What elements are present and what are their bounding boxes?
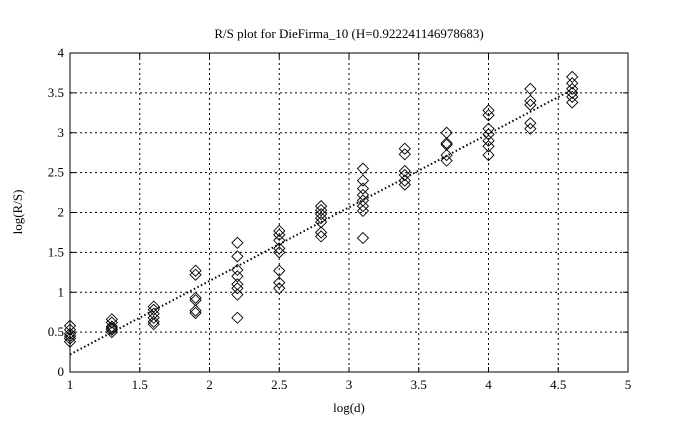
x-tick-label: 3.5 (411, 377, 427, 392)
data-point (231, 288, 244, 301)
data-point (231, 236, 244, 249)
data-point (105, 322, 118, 335)
data-point (147, 315, 160, 328)
data-point (356, 199, 370, 213)
data-point (398, 142, 411, 155)
data-point (314, 207, 328, 221)
x-tick-label: 5 (625, 377, 632, 392)
fit-line-group (69, 88, 573, 356)
data-point (231, 282, 244, 295)
data-point (524, 82, 537, 96)
y-tick-label: 0.5 (48, 324, 64, 339)
data-point (398, 148, 411, 161)
data-point (231, 250, 244, 263)
data-point (524, 98, 537, 111)
data-point (566, 90, 579, 103)
data-point (105, 325, 118, 339)
data-point (314, 215, 328, 229)
data-point (314, 199, 328, 213)
data-point (482, 140, 495, 153)
grid (70, 53, 628, 372)
y-tick-label: 2.5 (48, 165, 64, 180)
x-tick-label: 2.5 (271, 377, 287, 392)
data-point (398, 178, 411, 191)
data-point (63, 332, 77, 345)
data-point (482, 134, 495, 147)
data-point (356, 231, 370, 245)
y-tick-label: 1.5 (48, 244, 64, 259)
data-point (63, 335, 77, 348)
x-tick-label: 1 (67, 377, 74, 392)
data-point (189, 291, 202, 304)
data-point (273, 282, 286, 295)
y-tick-label: 3 (58, 125, 65, 140)
x-tick-label: 4.5 (550, 377, 566, 392)
data-point (147, 311, 160, 324)
data-point (356, 174, 370, 187)
x-tick-label: 3 (346, 377, 353, 392)
data-points (63, 70, 579, 348)
data-point (273, 234, 286, 247)
x-tick-label: 2 (206, 377, 213, 392)
data-point (356, 182, 370, 195)
data-point (189, 304, 202, 317)
data-point (231, 311, 244, 324)
data-point (398, 174, 411, 187)
data-point (314, 211, 328, 225)
y-tick-label: 2 (58, 205, 65, 220)
data-point (356, 162, 370, 175)
data-point (231, 270, 244, 283)
data-point (566, 82, 579, 96)
y-tick-label: 3.5 (48, 85, 64, 100)
data-point (105, 320, 118, 333)
x-tick-label: 1.5 (132, 377, 148, 392)
data-point (440, 148, 453, 162)
data-point (398, 168, 411, 182)
data-point (524, 122, 537, 135)
data-point (398, 164, 411, 178)
data-point (482, 104, 495, 117)
data-point (105, 323, 118, 336)
data-point (273, 246, 286, 259)
data-point (147, 300, 160, 313)
data-point (189, 264, 202, 277)
data-point (147, 307, 160, 320)
data-point (231, 278, 244, 291)
data-point (356, 204, 370, 218)
y-tick-label: 4 (58, 45, 65, 60)
data-point (566, 70, 579, 84)
data-point (273, 276, 286, 289)
x-axis-label: log(d) (333, 400, 365, 415)
chart-title: R/S plot for DieFirma_10 (H=0.9222411469… (214, 26, 483, 41)
data-point (273, 264, 286, 277)
data-point (482, 109, 495, 122)
y-tick-label: 1 (58, 284, 65, 299)
data-point (189, 268, 202, 281)
data-point (566, 86, 579, 100)
data-point (566, 96, 579, 109)
data-point (273, 224, 286, 237)
data-point (314, 226, 328, 239)
data-point (63, 329, 77, 343)
data-point (482, 148, 495, 162)
data-point (440, 136, 453, 150)
data-point (147, 303, 160, 316)
y-axis-label: log(R/S) (10, 190, 25, 235)
fit-line (69, 88, 573, 356)
data-point (105, 316, 118, 329)
data-point (314, 203, 328, 217)
data-point (63, 323, 77, 336)
data-point (314, 230, 328, 243)
data-point (273, 228, 286, 241)
data-point (524, 117, 537, 130)
data-point (63, 327, 77, 340)
data-point (566, 77, 579, 90)
ticks: 1 1.5 2 2.5 3 3.5 4 4.5 5 0 0.5 1 1.5 2 2.5 3 3.5 4 (48, 45, 632, 392)
data-point (147, 318, 160, 331)
x-tick-label: 4 (485, 377, 492, 392)
data-point (189, 306, 202, 320)
y-tick-label: 0 (58, 364, 65, 379)
data-point (524, 94, 537, 107)
